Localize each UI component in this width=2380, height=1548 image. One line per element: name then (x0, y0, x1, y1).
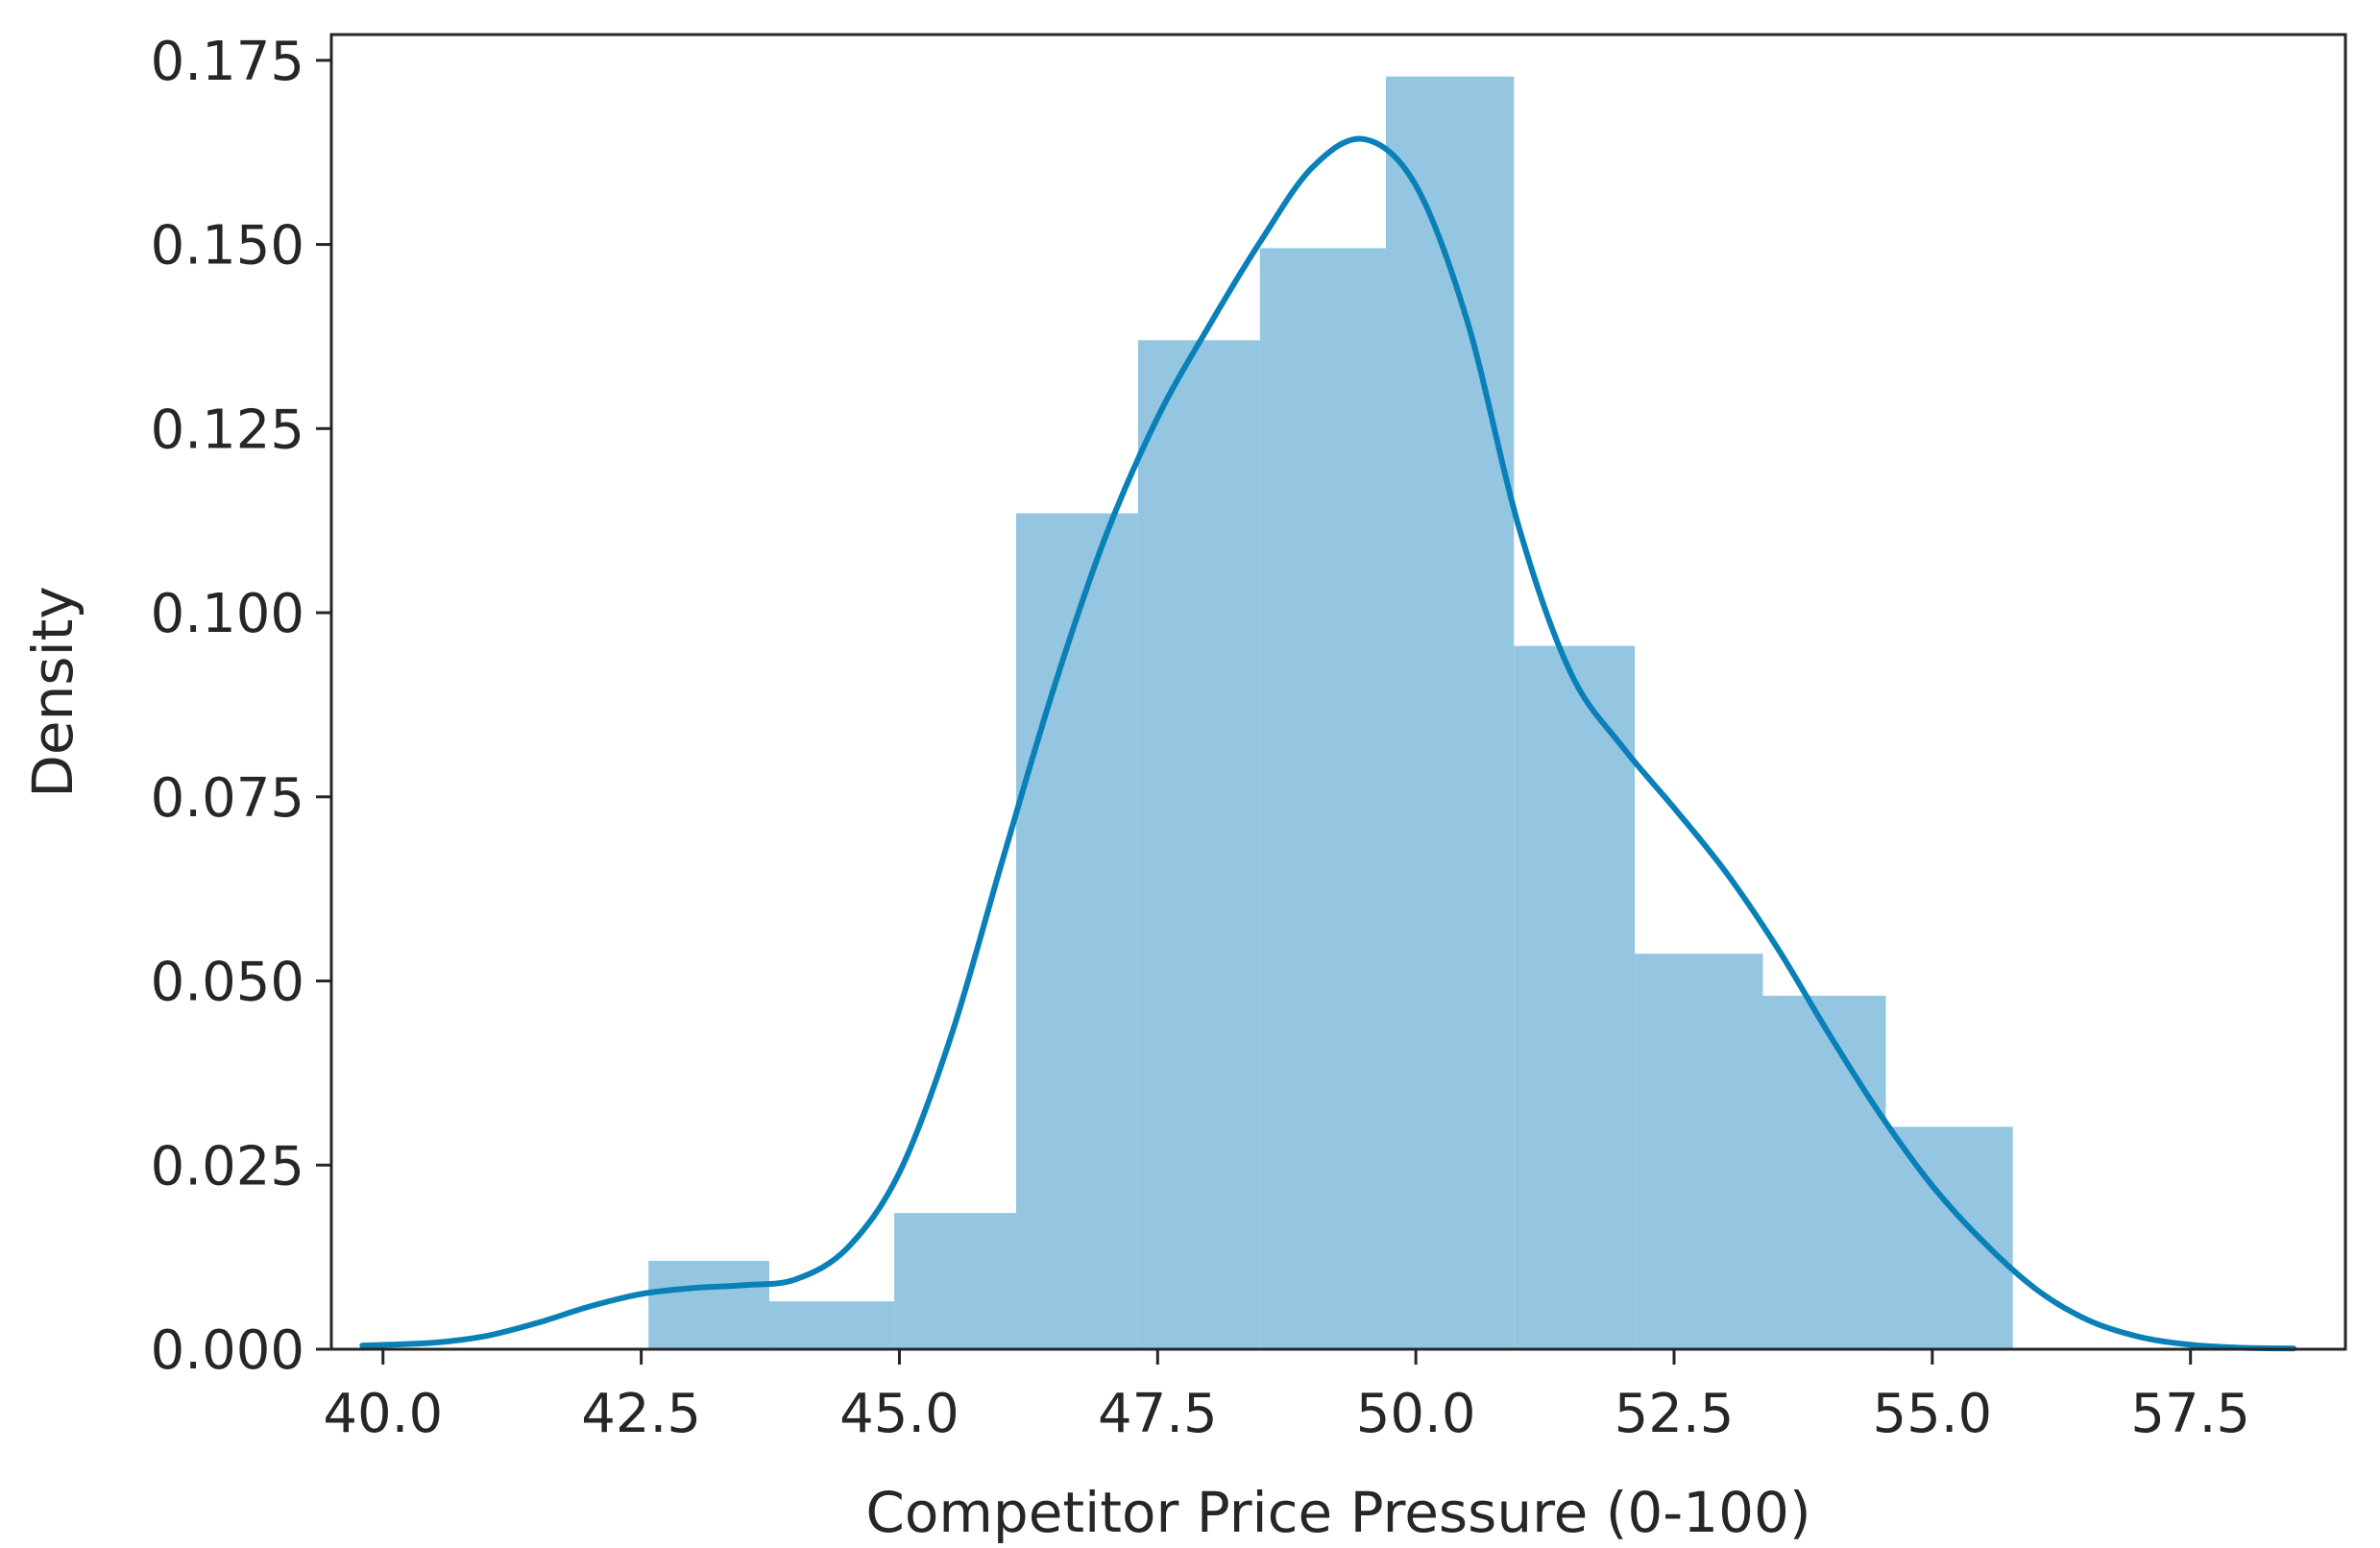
x-tick-label-3: 47.5 (1098, 1383, 1218, 1445)
histogram-bar-0 (648, 1260, 769, 1349)
x-tick-label-0: 40.0 (323, 1383, 443, 1445)
x-tick-label-1: 42.5 (581, 1383, 701, 1445)
plot-area-frame (329, 33, 2347, 1351)
x-tick-label-4: 50.0 (1356, 1383, 1476, 1445)
x-tick-label-2: 45.0 (839, 1383, 959, 1445)
y-tick-label-0: 0.000 (151, 1319, 304, 1382)
histogram-bar-7 (1514, 645, 1636, 1349)
histogram-bar-1 (768, 1301, 895, 1349)
x-axis-label: Competitor Price Pressure (0-100) (865, 1480, 1810, 1545)
histogram-bar-10 (1885, 1126, 2013, 1349)
histogram-bar-4 (1137, 340, 1260, 1349)
x-axis-ticks: 40.0 42.5 45.0 47.5 50.0 52.5 55.0 57.5 (323, 1349, 2250, 1445)
x-tick-label-6: 55.0 (1873, 1383, 1993, 1445)
histogram-bar-2 (894, 1213, 1016, 1349)
y-tick-label-6: 0.150 (151, 215, 304, 278)
histogram-bar-5 (1259, 248, 1386, 1349)
y-tick-label-1: 0.025 (151, 1135, 304, 1197)
x-tick-label-5: 52.5 (1615, 1383, 1735, 1445)
y-tick-label-4: 0.100 (151, 583, 304, 645)
y-tick-label-5: 0.125 (151, 399, 304, 461)
histogram-bar-9 (1762, 995, 1886, 1349)
y-tick-label-7: 0.175 (151, 31, 304, 93)
histogram-bar-3 (1015, 513, 1138, 1349)
histogram-bar-6 (1385, 76, 1515, 1350)
y-tick-label-2: 0.050 (151, 952, 304, 1014)
y-tick-label-3: 0.075 (151, 767, 304, 830)
y-axis-label: Density (20, 586, 85, 798)
histogram-bars (648, 76, 2013, 1350)
x-tick-label-7: 57.5 (2130, 1383, 2250, 1445)
histogram-bar-8 (1635, 954, 1763, 1349)
kde-curve-layer (359, 135, 2297, 1352)
y-axis-ticks: 0.000 0.025 0.050 0.075 0.100 0.125 0.150 0.175 (151, 31, 331, 1382)
kde-curve (359, 135, 2297, 1352)
